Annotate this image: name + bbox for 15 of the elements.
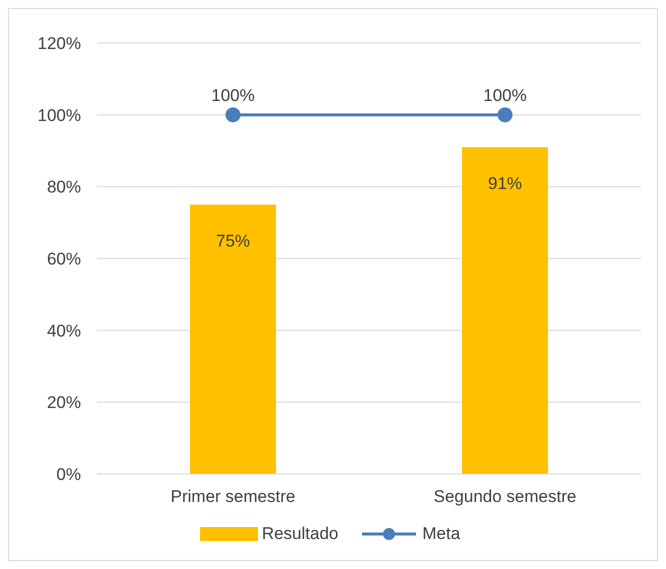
legend-label: Resultado	[260, 524, 338, 544]
y-tick-label: 80%	[46, 178, 81, 197]
x-tick-label: Segundo semestre	[434, 487, 576, 506]
y-tick-label: 0%	[56, 465, 81, 484]
y-tick-label: 20%	[46, 393, 81, 412]
y-tick-label: 100%	[38, 106, 81, 125]
legend-label: Meta	[421, 524, 460, 544]
y-tick-label: 40%	[46, 321, 81, 340]
data-label: 100%	[483, 86, 527, 105]
data-label: 75%	[216, 232, 250, 251]
y-tick-label: 60%	[46, 250, 81, 269]
x-tick-label: Primer semestre	[170, 487, 296, 506]
data-label: 100%	[211, 86, 255, 105]
data-label: 91%	[488, 174, 522, 194]
y-tick-label: 120%	[38, 34, 81, 54]
